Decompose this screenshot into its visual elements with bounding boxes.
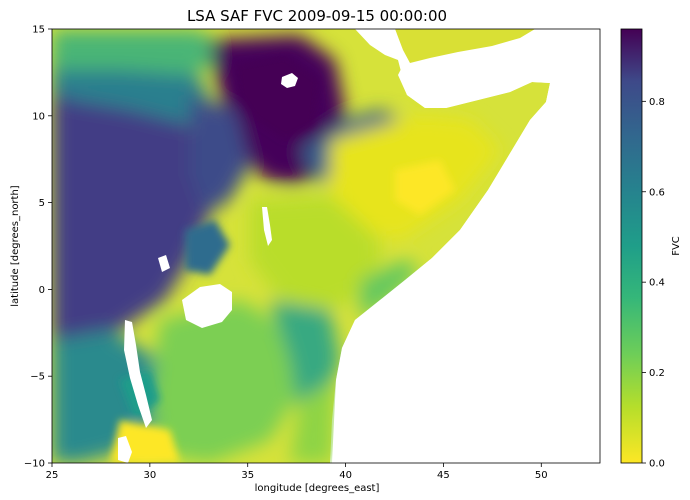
y-tick-label: 0 (39, 285, 45, 296)
x-tick-label: 50 (535, 470, 548, 481)
x-tick-label: 35 (241, 470, 254, 481)
chart-title: LSA SAF FVC 2009-09-15 00:00:00 (187, 7, 447, 25)
gulf-of-aden (332, 29, 600, 463)
colorbar-ticks: 0.0 0.2 0.4 0.6 0.8 (642, 97, 665, 470)
lake-victoria (182, 284, 232, 328)
colorbar-tick-label: 0.4 (649, 278, 665, 289)
lake-albert (158, 255, 170, 272)
x-axis-label: longitude [degrees_east] (255, 483, 380, 494)
red-sea (355, 29, 403, 60)
y-tick-label: −10 (24, 459, 45, 470)
y-tick-label: 15 (32, 25, 45, 36)
y-tick-label: 5 (39, 198, 45, 209)
x-tick-label: 40 (339, 470, 352, 481)
y-tick-label: 10 (32, 111, 45, 122)
x-tick-label: 30 (143, 470, 156, 481)
colorbar-tick-label: 0.6 (649, 187, 665, 198)
lake-malawi (118, 436, 132, 463)
colorbar-tick-label: 0.8 (649, 97, 665, 108)
colorbar-tick-label: 0.2 (649, 368, 665, 379)
colorbar: 0.0 0.2 0.4 0.6 0.8 FVC (620, 28, 682, 470)
colorbar-tick-label: 0.0 (649, 459, 665, 470)
lake-tanganyika (124, 320, 152, 428)
arabia-land (395, 29, 535, 63)
colorbar-gradient (620, 28, 643, 464)
fvc-heatmap (52, 29, 600, 463)
x-axis: 25 30 35 40 45 50 (46, 463, 548, 481)
x-tick-label: 25 (46, 470, 59, 481)
lake-tana (281, 73, 298, 88)
x-tick-label: 45 (437, 470, 450, 481)
colorbar-label: FVC (671, 236, 682, 256)
y-axis-label: latitude [degrees_north] (10, 185, 21, 307)
lake-turkana (262, 207, 272, 246)
y-axis: −10 −5 0 5 10 15 (24, 25, 52, 470)
plot-frame (51, 28, 601, 464)
no-data-areas (118, 29, 600, 463)
y-tick-label: −5 (30, 372, 45, 383)
